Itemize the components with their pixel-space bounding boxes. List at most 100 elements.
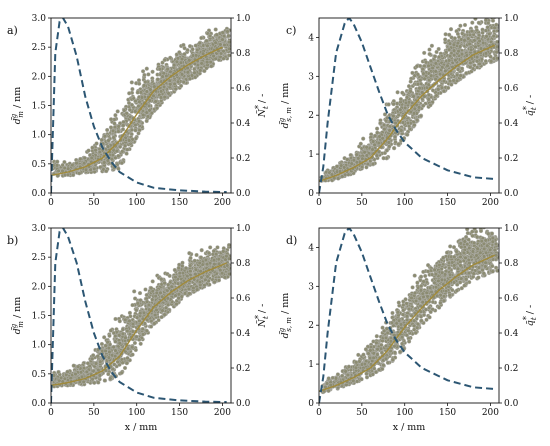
scatter-point <box>155 77 160 82</box>
scatter-point <box>74 161 79 166</box>
scatter-point <box>148 87 153 92</box>
scatter-point <box>218 42 223 47</box>
scatter-point <box>122 143 128 148</box>
scatter-point <box>133 98 138 104</box>
x-tick-label: 0 <box>316 198 322 208</box>
scatter-point <box>85 361 90 366</box>
scatter-point <box>220 30 225 35</box>
scatter-point <box>144 118 149 124</box>
scatter-point <box>133 122 138 128</box>
scatter-point <box>139 95 145 100</box>
x-tick-label: 100 <box>396 198 413 208</box>
x-axis: 0 50 100 150 200 <box>48 403 231 418</box>
x-axis-label: x / mm <box>125 422 158 433</box>
scatter-point <box>168 82 173 87</box>
scatter-point <box>126 346 131 351</box>
scatter-point <box>133 109 138 114</box>
scatter-point <box>201 51 206 56</box>
scatter-point <box>103 348 108 354</box>
scatter-point <box>98 165 103 170</box>
scatter-point <box>194 53 199 58</box>
scatter-point <box>340 174 345 179</box>
scatter-point <box>110 128 116 133</box>
scatter-point <box>117 144 123 149</box>
scatter-point <box>192 70 197 75</box>
scatter-point <box>448 27 454 32</box>
y-tick-label: 0.5 <box>32 160 47 170</box>
scatter-point <box>132 340 137 346</box>
scatter-point <box>491 56 496 61</box>
scatter-point <box>410 70 415 75</box>
scatter-point <box>475 59 480 64</box>
scatter-point <box>209 64 214 69</box>
scatter-point <box>97 373 102 378</box>
scatter-point <box>426 263 431 268</box>
scatter-point <box>375 126 380 131</box>
scatter-point <box>472 38 477 43</box>
scatter-point <box>342 165 347 170</box>
scatter-point <box>144 89 149 94</box>
scatter-point <box>381 156 386 161</box>
scatter-point <box>130 303 135 308</box>
scatter-point <box>94 141 99 146</box>
scatter-point <box>159 277 164 282</box>
scatter-point <box>396 112 401 118</box>
scatter-point <box>483 58 488 64</box>
scatter-point <box>124 111 129 116</box>
scatter-point <box>412 106 417 111</box>
scatter-point <box>430 88 436 93</box>
scatter-point <box>495 44 499 49</box>
x-tick-label: 150 <box>439 198 456 208</box>
scatter-point <box>137 291 143 296</box>
scatter-point <box>220 271 225 276</box>
scatter-point <box>387 144 392 149</box>
scatter-point <box>429 43 434 48</box>
scatter-point <box>180 56 185 62</box>
scatter-point <box>213 27 218 32</box>
scatter-point <box>447 47 452 52</box>
scatter-point <box>354 160 359 165</box>
scatter-point <box>452 48 457 53</box>
scatter-point <box>199 61 204 66</box>
x-tick-label: 200 <box>482 198 499 208</box>
scatter-point <box>62 165 67 171</box>
scatter-point <box>214 32 219 37</box>
scatter-point <box>426 97 431 102</box>
y-tick-label: 2.5 <box>32 43 47 53</box>
scatter-point <box>186 286 191 292</box>
scatter-point <box>130 86 135 92</box>
x-tick-label: 150 <box>171 198 188 208</box>
scatter-point <box>92 380 97 385</box>
scatter-point <box>440 65 445 70</box>
scatter-point <box>364 153 369 158</box>
scatter-point <box>187 58 192 63</box>
scatter-point <box>113 316 118 322</box>
scatter-point <box>55 159 60 164</box>
scatter-point <box>202 68 207 74</box>
scatter-point <box>146 72 151 77</box>
scatter-point <box>474 28 479 33</box>
scatter-point <box>405 120 411 126</box>
scatter-point <box>386 140 391 145</box>
scatter-point <box>102 378 107 383</box>
scatter-point <box>451 42 456 47</box>
y-axis-left: 0.00.51.01.52.02.53.0 <box>32 224 51 409</box>
scatter-point <box>111 135 116 140</box>
scatter-point <box>225 29 230 34</box>
scatter-point <box>405 132 410 137</box>
scatter-point <box>415 72 420 77</box>
scatter-point <box>360 156 365 161</box>
panel-letter: c) <box>286 24 296 37</box>
y-tick-label: 2.0 <box>32 72 47 82</box>
scatter-point <box>117 341 122 346</box>
scatter-point <box>108 117 114 122</box>
scatter-point <box>180 263 185 269</box>
scatter-point <box>453 58 458 63</box>
scatter-point <box>448 54 453 59</box>
scatter-point <box>223 257 228 262</box>
panel-letter: b) <box>7 234 18 247</box>
scatter-point <box>173 275 178 280</box>
scatter-point <box>485 25 490 30</box>
scatter-point <box>103 343 108 348</box>
scatter-point <box>130 352 135 357</box>
